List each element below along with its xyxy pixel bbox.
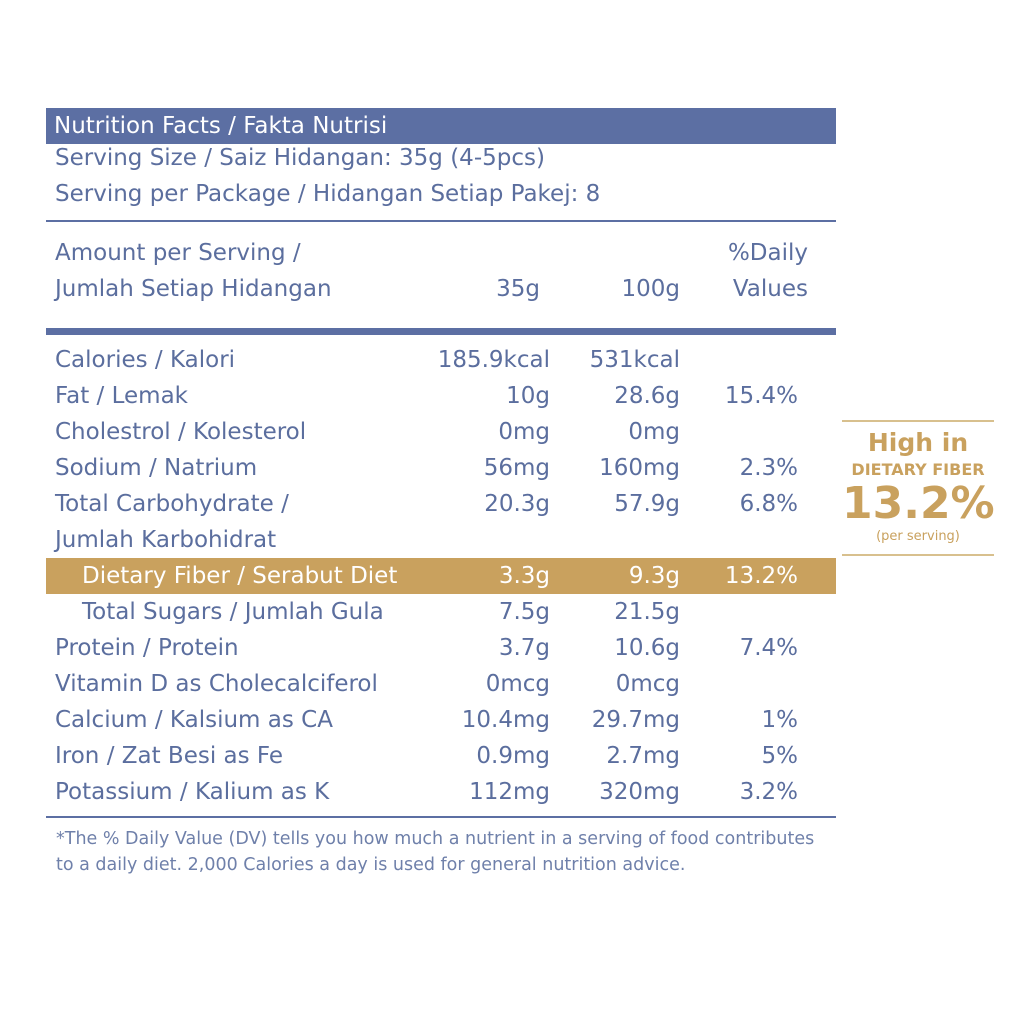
daily-value-percent: 7.4% (739, 635, 798, 661)
col-header-dv-line1: %Daily (727, 240, 808, 266)
nutrient-name: Calcium / Kalsium as CA (55, 707, 333, 733)
col-header-35g: 35g (496, 276, 540, 302)
nutrient-row: Jumlah Karbohidrat (46, 522, 836, 558)
nutrient-row: Total Sugars / Jumlah Gula 7.5g 21.5g (46, 594, 836, 630)
nutrient-name: Fat / Lemak (55, 383, 188, 409)
amount-100g: 57.9g (614, 491, 680, 517)
amount-header-line1: Amount per Serving / (55, 240, 301, 266)
col-header-dv-line2: Values (732, 276, 808, 302)
badge-note: (per serving) (876, 529, 960, 544)
nutrition-title: Nutrition Facts / Fakta Nutrisi (46, 108, 836, 144)
amount-35g: 185.9kcal (437, 347, 550, 373)
serving-size: Serving Size / Saiz Hidangan: 35g (4-5pc… (55, 145, 545, 171)
amount-35g: 56mg (483, 455, 550, 481)
nutrient-row: Iron / Zat Besi as Fe 0.9mg 2.7mg 5% (46, 738, 836, 774)
nutrient-row: Calories / Kalori 185.9kcal 531kcal (46, 342, 836, 378)
divider-thin (46, 220, 836, 222)
amount-35g: 0mg (498, 419, 550, 445)
nutrient-name: Potassium / Kalium as K (55, 779, 330, 805)
nutrient-name: Iron / Zat Besi as Fe (55, 743, 284, 769)
amount-100g: 2.7mg (606, 743, 680, 769)
amount-35g: 3.3g (498, 563, 550, 589)
amount-100g: 160mg (599, 455, 680, 481)
nutrient-name: Jumlah Karbohidrat (55, 527, 277, 553)
amount-header-line2: Jumlah Setiap Hidangan (55, 276, 332, 302)
daily-value-percent: 5% (761, 743, 799, 769)
amount-35g: 3.7g (498, 635, 550, 661)
col-header-100g: 100g (621, 276, 681, 302)
badge-line1: High in (867, 428, 969, 457)
nutrient-row: Cholestrol / Kolesterol 0mg 0mg (46, 414, 836, 450)
daily-value-percent: 3.2% (739, 779, 798, 805)
nutrient-row: Fat / Lemak 10g 28.6g 15.4% (46, 378, 836, 414)
daily-value-percent: 2.3% (739, 455, 798, 481)
badge-line2: DIETARY FIBER (851, 460, 985, 479)
nutrient-name: Sodium / Natrium (55, 455, 258, 481)
amount-35g: 0mcg (485, 671, 550, 697)
amount-100g: 0mcg (615, 671, 680, 697)
nutrient-row: Total Carbohydrate / 20.3g 57.9g 6.8% (46, 486, 836, 522)
nutrient-name: Cholestrol / Kolesterol (55, 419, 307, 445)
servings-per-package: Serving per Package / Hidangan Setiap Pa… (55, 181, 601, 207)
daily-value-percent: 15.4% (724, 383, 798, 409)
divider-bottom (46, 816, 836, 818)
nutrient-name: Dietary Fiber / Serabut Diet (82, 563, 398, 589)
nutrient-row: Calcium / Kalsium as CA 10.4mg 29.7mg 1% (46, 702, 836, 738)
nutrient-name: Calories / Kalori (55, 347, 236, 373)
nutrient-name: Vitamin D as Cholecalciferol (55, 671, 378, 697)
amount-100g: 0mg (628, 419, 680, 445)
nutrient-name: Total Sugars / Jumlah Gula (82, 599, 384, 625)
badge-value: 13.2% (842, 478, 995, 529)
divider-thick (46, 328, 836, 335)
daily-value-percent: 6.8% (739, 491, 798, 517)
nutrient-row: Potassium / Kalium as K 112mg 320mg 3.2% (46, 774, 836, 810)
amount-35g: 20.3g (484, 491, 550, 517)
nutrient-row: Sodium / Natrium 56mg 160mg 2.3% (46, 450, 836, 486)
amount-35g: 10.4mg (461, 707, 550, 733)
amount-35g: 112mg (469, 779, 550, 805)
nutrient-name: Total Carbohydrate / (55, 491, 289, 517)
amount-35g: 0.9mg (476, 743, 550, 769)
amount-100g: 531kcal (589, 347, 680, 373)
high-fiber-badge: High in DIETARY FIBER 13.2% (per serving… (842, 420, 995, 556)
nutrient-row-highlighted: Dietary Fiber / Serabut Diet 3.3g 9.3g 13.2… (46, 558, 836, 594)
amount-100g: 320mg (599, 779, 680, 805)
amount-100g: 29.7mg (591, 707, 680, 733)
amount-100g: 21.5g (614, 599, 680, 625)
amount-100g: 9.3g (628, 563, 680, 589)
daily-value-percent: 1% (761, 707, 799, 733)
daily-value-percent: 13.2% (724, 563, 798, 589)
nutrition-facts-panel: Nutrition Facts / Fakta Nutrisi Serving … (46, 108, 836, 875)
nutrient-row: Vitamin D as Cholecalciferol 0mcg 0mcg (46, 666, 836, 702)
nutrient-name: Protein / Protein (55, 635, 239, 661)
amount-100g: 10.6g (614, 635, 680, 661)
amount-35g: 10g (506, 383, 550, 409)
amount-35g: 7.5g (498, 599, 550, 625)
amount-100g: 28.6g (614, 383, 680, 409)
daily-value-footnote: *The % Daily Value (DV) tells you how mu… (56, 829, 815, 875)
nutrient-row: Protein / Protein 3.7g 10.6g 7.4% (46, 630, 836, 666)
